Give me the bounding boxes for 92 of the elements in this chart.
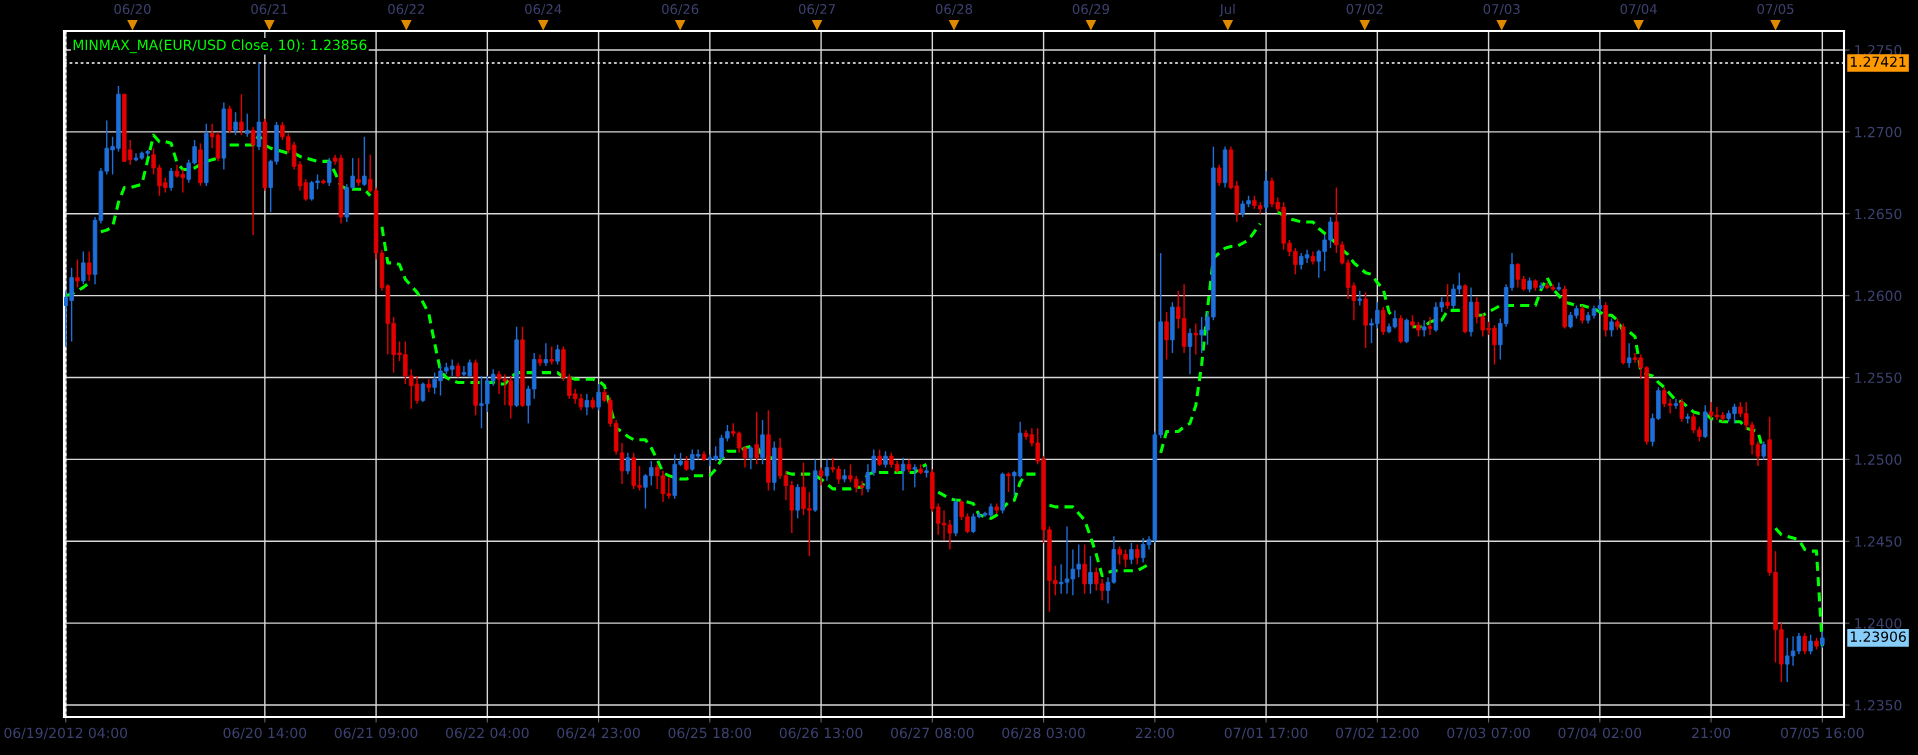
candlestick <box>81 250 86 285</box>
y-tick-label: 1.2400 <box>1855 618 1902 629</box>
text: 1.23906 <box>1850 631 1906 642</box>
candlestick <box>1404 317 1409 344</box>
x-tick-label: 07/02 12:00 <box>1336 727 1419 740</box>
candlestick <box>625 452 631 475</box>
candlestick <box>1802 632 1807 655</box>
candlestick <box>549 345 554 366</box>
candlestick <box>1421 319 1427 338</box>
candlestick <box>754 411 759 466</box>
candlestick <box>327 157 332 187</box>
candlestick <box>250 126 256 236</box>
candlestick <box>75 258 80 289</box>
candlestick <box>1380 306 1386 336</box>
candlestick <box>420 381 426 403</box>
candlestick <box>1193 322 1199 356</box>
candlestick <box>1135 543 1140 565</box>
candlestick <box>1580 304 1585 325</box>
candlestick <box>362 136 367 187</box>
candlestick <box>1398 314 1403 344</box>
candlestick <box>900 457 906 492</box>
y-tick-label: 1.2550 <box>1855 372 1902 383</box>
candlestick <box>1129 542 1134 565</box>
candlestick <box>1626 342 1632 369</box>
candlestick <box>1217 163 1222 187</box>
x-tick-label: 07/03 07:00 <box>1447 727 1530 740</box>
text: 06/28 <box>935 4 973 16</box>
candlestick <box>795 483 800 520</box>
text: 07/02 <box>1346 4 1383 16</box>
text: 07/05 <box>1757 4 1794 16</box>
x-tick-label: 07/01 17:00 <box>1224 727 1308 740</box>
candlestick <box>584 393 590 416</box>
candlestick <box>619 442 625 485</box>
text: 07/03 <box>1483 4 1520 16</box>
text: 06/24 <box>525 4 562 16</box>
x-tick-label: 06/20 14:00 <box>223 727 307 740</box>
candlestick <box>1808 633 1813 655</box>
text: 06/21 <box>251 4 288 16</box>
x-tick-label: 06/19/2012 04:00 <box>4 727 128 740</box>
candlestick <box>818 466 824 487</box>
x-tick-label: 06/26 13:00 <box>779 727 863 740</box>
candlestick <box>1088 555 1093 595</box>
x-tick-label: 06/24 23:00 <box>557 727 640 740</box>
candlestick <box>1556 281 1562 292</box>
y-tick-label: 1.2600 <box>1855 290 1902 302</box>
y-tick-label: 1.2650 <box>1855 208 1902 220</box>
x-tick-label: 06/27 08:00 <box>891 727 974 740</box>
text: 06/22 <box>388 4 424 16</box>
text: 06/27 <box>798 4 835 16</box>
candlestick <box>1761 440 1767 461</box>
candlestick <box>824 458 830 482</box>
text: 06/20 <box>114 4 151 16</box>
candlestick <box>1187 327 1193 375</box>
candlestick <box>596 383 601 411</box>
x-tick-label: 07/04 02:00 <box>1558 727 1642 740</box>
y-tick-label: 1.2500 <box>1855 454 1902 465</box>
y-tick-label: 1.2450 <box>1855 536 1902 547</box>
ref-line-label: 1.27421 <box>1850 56 1906 67</box>
text: 07/04 <box>1620 4 1657 16</box>
text: 06/26 <box>662 4 699 16</box>
candlestick <box>555 344 560 366</box>
candlestick <box>1164 311 1169 361</box>
x-tick-label: 06/25 18:00 <box>668 727 752 740</box>
x-tick-label: 06/28 03:00 <box>1002 727 1085 740</box>
y-tick-label: 1.2350 <box>1855 700 1902 711</box>
candlestick <box>227 104 232 135</box>
candlestick <box>543 342 549 367</box>
candlestick <box>1445 283 1450 310</box>
x-tick-label: 22:00 <box>1135 727 1174 739</box>
y-tick-label: 1.2700 <box>1855 126 1902 138</box>
candlestick <box>1609 317 1614 338</box>
x-tick-label: 21:00 <box>1692 727 1731 739</box>
candlestick <box>168 167 174 192</box>
candlestick <box>748 445 754 470</box>
candlestick <box>912 463 917 488</box>
candlestick <box>1679 398 1685 423</box>
x-tick-label: 06/22 04:00 <box>446 727 529 740</box>
candlestick <box>86 250 92 282</box>
text: MINMAX_MA(EUR/USD Close, 10): 1.23856 <box>73 39 367 54</box>
y-tick-label: 1.2750 <box>1855 44 1902 56</box>
text: 06/29 <box>1072 4 1110 16</box>
candlestick <box>1082 543 1087 595</box>
candlestick <box>1673 398 1679 410</box>
candlestick <box>239 93 244 136</box>
candlestick <box>356 157 361 187</box>
candlestick <box>245 113 250 138</box>
text: Jul <box>1219 3 1235 17</box>
x-tick-label: 07/05 16:00 <box>1781 727 1864 740</box>
x-tick-label: 06/21 09:00 <box>334 727 418 740</box>
candlestick <box>233 111 238 136</box>
candlestick <box>760 419 765 466</box>
candlestick <box>1427 316 1433 336</box>
